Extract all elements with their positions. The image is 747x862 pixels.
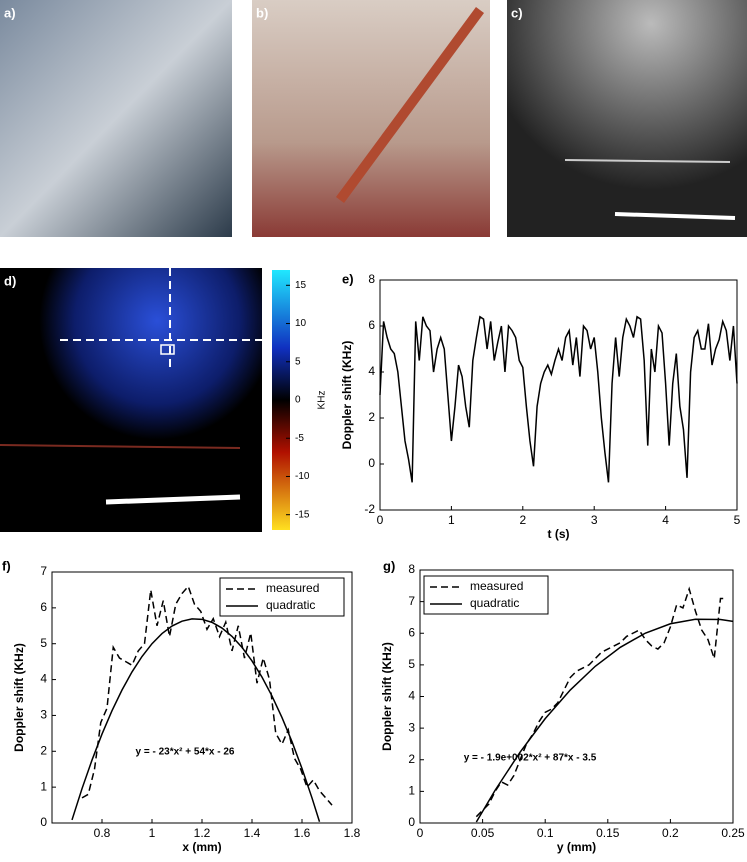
x-tick-label: 1.8 xyxy=(344,826,361,840)
y-tick-label: 2 xyxy=(40,743,47,757)
y-tick-label: 8 xyxy=(408,562,415,576)
colorbar-label: KHz xyxy=(317,391,328,410)
colorbar-tick-label: 10 xyxy=(295,318,307,329)
data-line xyxy=(475,586,727,818)
colorbar-tick-label: 5 xyxy=(295,356,301,367)
panel-label: c) xyxy=(511,5,523,20)
data-line xyxy=(379,315,738,483)
colorbar-tick-label: -10 xyxy=(295,471,310,482)
x-tick-label: 0 xyxy=(417,826,424,840)
x-tick-label: 0.2 xyxy=(662,826,679,840)
y-tick-label: -2 xyxy=(364,502,375,516)
panel-label: g) xyxy=(383,558,395,573)
x-tick-label: 1 xyxy=(149,826,156,840)
x-tick-label: 0.25 xyxy=(721,826,745,840)
x-tick-label: 4 xyxy=(662,513,669,527)
y-tick-label: 0 xyxy=(40,815,47,829)
colorbar xyxy=(272,270,290,530)
scale-bar xyxy=(105,494,241,505)
legend-label: quadratic xyxy=(266,598,315,612)
y-axis-label: Doppler shift (KHz) xyxy=(12,643,26,752)
y-tick-label: 7 xyxy=(408,594,415,608)
y-tick-label: 2 xyxy=(408,752,415,766)
legend-label: measured xyxy=(266,581,319,595)
x-tick-label: 0.8 xyxy=(94,826,111,840)
x-tick-label: 0 xyxy=(377,513,384,527)
reflection xyxy=(564,159,731,163)
y-tick-label: 1 xyxy=(408,784,415,798)
y-tick-label: 0 xyxy=(368,456,375,470)
y-tick-label: 8 xyxy=(368,272,375,286)
legend-label: quadratic xyxy=(470,596,519,610)
oct-image xyxy=(507,0,747,237)
x-tick-label: 2 xyxy=(519,513,526,527)
panel-label: a) xyxy=(4,5,16,20)
axes-box xyxy=(379,279,738,511)
x-tick-label: 1.2 xyxy=(194,826,211,840)
legend xyxy=(219,577,345,617)
y-tick-label: 3 xyxy=(408,720,415,734)
y-tick-label: 5 xyxy=(40,636,47,650)
x-tick-label: 0.05 xyxy=(471,826,495,840)
colorbar-tick-label: -5 xyxy=(295,433,304,444)
y-tick-label: 4 xyxy=(368,364,375,378)
data-line xyxy=(71,618,321,822)
x-axis-label: y (mm) xyxy=(557,840,596,854)
colorbar-tick-label: 0 xyxy=(295,395,301,406)
colorbar-tick-label: 15 xyxy=(295,280,307,291)
annotation: y = - 23*x² + 54*x - 26 xyxy=(136,747,235,758)
x-axis-label: x (mm) xyxy=(182,840,221,854)
x-tick-label: 1 xyxy=(448,513,455,527)
reflection xyxy=(0,444,241,449)
y-tick-label: 5 xyxy=(408,657,415,671)
y-tick-label: 6 xyxy=(408,625,415,639)
y-axis-label: Doppler shift (KHz) xyxy=(380,642,394,751)
colorbar-tick-label: -15 xyxy=(295,509,310,520)
y-tick-label: 6 xyxy=(40,600,47,614)
photo-b xyxy=(252,0,490,237)
y-axis-label: Doppler shift (KHz) xyxy=(340,341,354,450)
y-tick-label: 4 xyxy=(408,689,415,703)
scale-bar xyxy=(614,212,736,220)
panel-label: b) xyxy=(256,5,268,20)
y-tick-label: 0 xyxy=(408,815,415,829)
x-tick-label: 0.15 xyxy=(596,826,620,840)
y-tick-label: 4 xyxy=(40,672,47,686)
panel-label: f) xyxy=(2,558,11,573)
x-tick-label: 5 xyxy=(734,513,741,527)
catheter xyxy=(335,7,485,203)
x-tick-label: 1.6 xyxy=(294,826,311,840)
x-tick-label: 1.4 xyxy=(244,826,261,840)
y-tick-label: 3 xyxy=(40,708,47,722)
panel-label: d) xyxy=(4,273,16,288)
panel-label: e) xyxy=(342,271,354,286)
y-tick-label: 2 xyxy=(368,410,375,424)
roi xyxy=(160,344,175,355)
y-tick-label: 1 xyxy=(40,779,47,793)
y-tick-label: 7 xyxy=(40,564,47,578)
annotation: y = - 1.9e+002*x² + 87*x - 3.5 xyxy=(464,753,597,764)
data-line xyxy=(475,618,734,823)
x-tick-label: 0.1 xyxy=(537,826,554,840)
legend-label: measured xyxy=(470,579,523,593)
doppler-image xyxy=(0,268,262,532)
photo-a xyxy=(0,0,232,237)
x-tick-label: 3 xyxy=(591,513,598,527)
y-tick-label: 6 xyxy=(368,318,375,332)
x-axis-label: t (s) xyxy=(548,527,570,541)
legend xyxy=(423,575,549,615)
